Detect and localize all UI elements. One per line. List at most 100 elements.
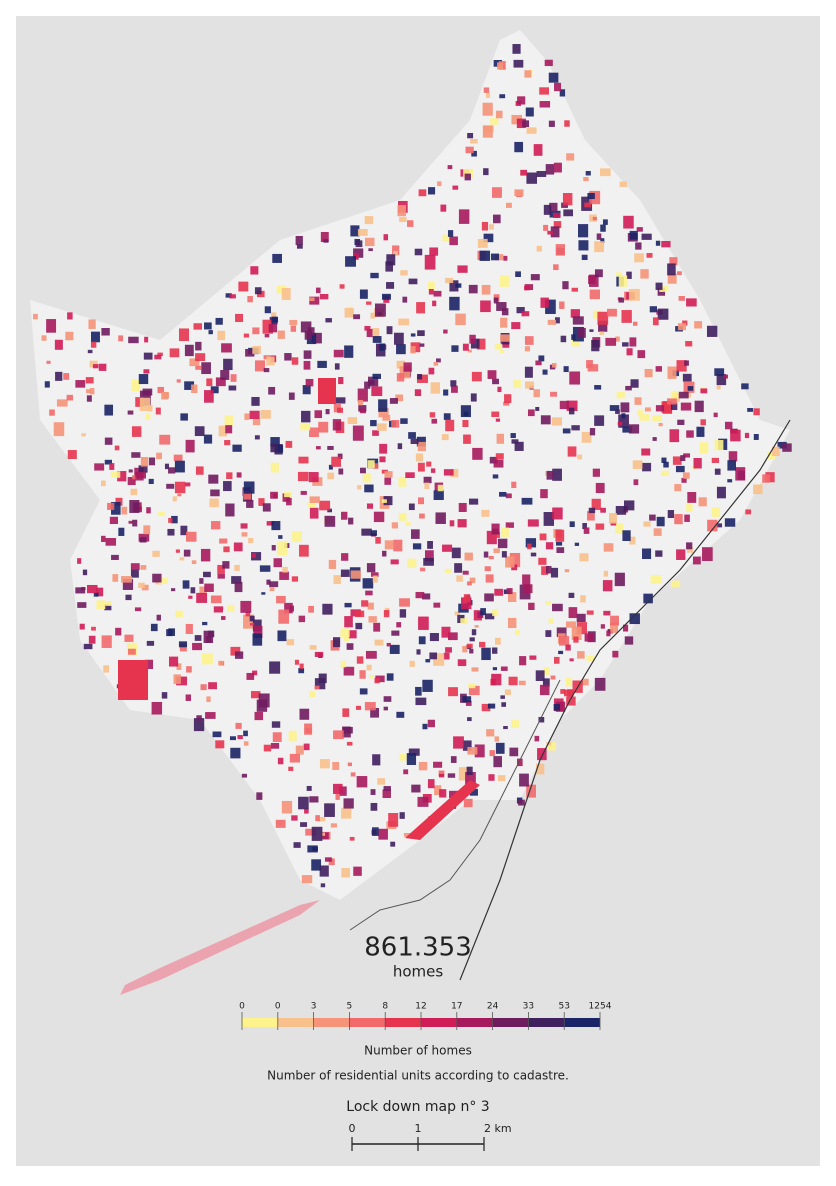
city-block bbox=[342, 708, 350, 717]
city-block bbox=[361, 528, 372, 536]
city-block bbox=[271, 521, 281, 531]
city-block bbox=[317, 816, 326, 822]
city-block bbox=[271, 721, 281, 728]
city-block bbox=[602, 219, 608, 225]
city-block bbox=[430, 382, 440, 394]
city-block bbox=[86, 389, 92, 394]
city-block bbox=[562, 281, 569, 290]
city-block bbox=[167, 528, 175, 536]
city-block bbox=[482, 102, 493, 116]
city-block bbox=[209, 498, 219, 508]
city-block bbox=[335, 793, 340, 800]
city-block bbox=[241, 532, 248, 537]
city-block bbox=[151, 701, 163, 715]
city-block bbox=[161, 391, 169, 400]
city-block bbox=[393, 539, 403, 552]
city-block bbox=[49, 409, 55, 416]
city-block bbox=[454, 611, 460, 616]
city-block bbox=[600, 507, 606, 513]
city-block bbox=[715, 523, 723, 528]
city-block bbox=[503, 401, 510, 406]
city-block bbox=[583, 176, 589, 182]
city-block bbox=[652, 437, 657, 441]
city-block bbox=[644, 368, 653, 378]
city-block bbox=[230, 646, 241, 656]
city-block bbox=[128, 336, 139, 344]
city-block bbox=[547, 230, 554, 235]
city-block bbox=[379, 456, 386, 463]
city-block bbox=[500, 334, 510, 342]
city-block bbox=[262, 503, 271, 512]
city-block bbox=[98, 363, 107, 371]
city-block bbox=[357, 485, 362, 490]
city-block bbox=[270, 443, 279, 453]
city-block bbox=[352, 425, 364, 441]
city-block bbox=[506, 588, 513, 595]
city-block bbox=[551, 417, 562, 426]
city-block bbox=[339, 284, 345, 289]
city-block bbox=[190, 587, 196, 594]
city-block bbox=[180, 525, 188, 536]
city-block bbox=[218, 660, 224, 666]
city-block bbox=[485, 92, 491, 98]
city-block bbox=[454, 563, 463, 573]
city-block bbox=[82, 569, 88, 576]
city-block bbox=[266, 521, 274, 526]
city-block bbox=[714, 468, 721, 475]
city-block bbox=[314, 678, 326, 690]
city-block bbox=[667, 398, 677, 405]
city-block bbox=[511, 481, 517, 489]
city-block bbox=[676, 360, 687, 372]
city-block bbox=[457, 265, 468, 273]
city-block bbox=[686, 298, 697, 307]
city-block bbox=[309, 496, 320, 503]
city-block bbox=[229, 736, 236, 741]
city-block bbox=[410, 333, 416, 337]
city-block bbox=[338, 468, 344, 475]
city-block bbox=[55, 371, 63, 381]
city-block bbox=[594, 269, 603, 278]
city-block bbox=[338, 377, 344, 385]
city-block bbox=[320, 832, 325, 836]
city-block bbox=[405, 521, 411, 526]
city-block bbox=[495, 418, 501, 422]
city-block bbox=[388, 812, 399, 827]
city-block bbox=[560, 335, 567, 343]
city-block bbox=[543, 204, 552, 215]
city-block bbox=[281, 800, 293, 814]
city-block bbox=[371, 386, 383, 397]
city-block bbox=[456, 575, 463, 582]
city-block bbox=[355, 610, 365, 618]
city-block bbox=[423, 557, 434, 566]
city-block bbox=[289, 753, 300, 763]
city-block bbox=[382, 550, 387, 557]
city-block bbox=[233, 542, 243, 552]
city-block bbox=[472, 447, 483, 460]
city-block bbox=[215, 740, 225, 749]
city-block bbox=[201, 362, 211, 375]
legend-swatch bbox=[564, 1018, 600, 1027]
city-block bbox=[252, 418, 261, 426]
legend-tick-label: 53 bbox=[558, 1002, 569, 1012]
city-block bbox=[67, 450, 77, 460]
city-block bbox=[471, 150, 477, 157]
city-block bbox=[457, 519, 467, 528]
city-block bbox=[669, 429, 680, 443]
city-block bbox=[499, 275, 510, 287]
city-block bbox=[77, 558, 82, 564]
city-block bbox=[659, 286, 669, 292]
city-block bbox=[584, 633, 594, 642]
city-block bbox=[640, 269, 649, 279]
city-block bbox=[479, 641, 486, 648]
city-block bbox=[284, 491, 292, 498]
city-block bbox=[727, 460, 737, 471]
city-block bbox=[219, 538, 228, 544]
city-block bbox=[610, 622, 619, 633]
city-block bbox=[139, 537, 147, 543]
city-block bbox=[319, 500, 331, 511]
city-block bbox=[364, 702, 376, 711]
city-block bbox=[286, 639, 295, 646]
city-block bbox=[527, 409, 535, 417]
city-block bbox=[425, 659, 431, 663]
